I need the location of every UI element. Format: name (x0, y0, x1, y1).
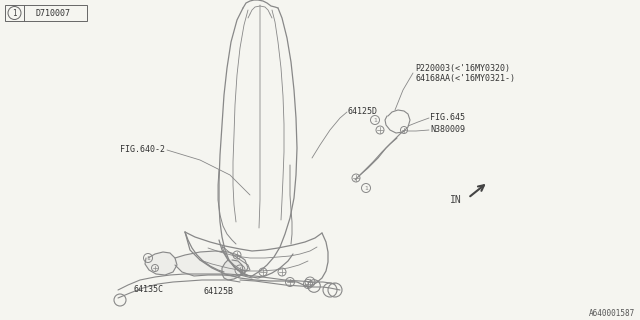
Text: 64168AA(<'16MY0321-): 64168AA(<'16MY0321-) (415, 74, 515, 83)
FancyBboxPatch shape (5, 5, 87, 21)
Polygon shape (145, 252, 177, 275)
Text: 1: 1 (146, 255, 150, 260)
Text: IN: IN (451, 195, 462, 205)
Text: 1: 1 (373, 117, 377, 123)
Polygon shape (175, 251, 248, 276)
Text: D710007: D710007 (35, 9, 70, 18)
Text: P220003(<'16MY0320): P220003(<'16MY0320) (415, 63, 510, 73)
Text: 1: 1 (364, 186, 368, 190)
Text: 64125D: 64125D (348, 108, 378, 116)
Text: 64125B: 64125B (203, 287, 233, 297)
Text: 64135C: 64135C (133, 285, 163, 294)
Text: FIG.645: FIG.645 (430, 114, 465, 123)
Polygon shape (222, 260, 243, 280)
Text: 1: 1 (12, 9, 17, 18)
Text: N380009: N380009 (430, 125, 465, 134)
Text: FIG.640-2: FIG.640-2 (120, 146, 165, 155)
Text: A640001587: A640001587 (589, 309, 635, 318)
